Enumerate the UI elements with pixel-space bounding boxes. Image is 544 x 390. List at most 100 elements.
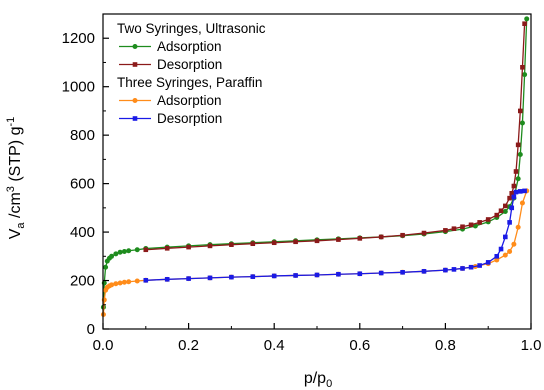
data-point bbox=[143, 247, 149, 253]
data-point bbox=[460, 266, 465, 271]
plot-area bbox=[100, 16, 530, 317]
data-point bbox=[126, 279, 132, 285]
data-point bbox=[519, 120, 525, 126]
data-point bbox=[186, 244, 191, 250]
data-point bbox=[121, 248, 127, 254]
data-point bbox=[511, 194, 517, 200]
data-point bbox=[468, 222, 474, 228]
data-point bbox=[378, 270, 384, 276]
data-point bbox=[134, 278, 140, 284]
legend-entry-label: Adsorption bbox=[157, 93, 222, 108]
data-point bbox=[502, 252, 508, 258]
data-point bbox=[207, 243, 213, 249]
legend-group-title: Two Syringes, Ultrasonic bbox=[117, 21, 266, 36]
data-point bbox=[250, 241, 256, 247]
data-point bbox=[336, 237, 341, 242]
data-point bbox=[485, 260, 491, 265]
y-axis-title: Va /cm3 (STP) g-1 bbox=[5, 117, 27, 239]
data-point bbox=[207, 275, 213, 281]
data-point bbox=[507, 220, 512, 225]
data-point bbox=[421, 230, 427, 236]
x-axis-title: p/p0 bbox=[304, 370, 332, 390]
y-tick-label: 1000 bbox=[62, 79, 95, 96]
data-point bbox=[143, 277, 149, 283]
series-1 bbox=[143, 21, 527, 253]
y-tick-label: 800 bbox=[70, 127, 95, 144]
data-point bbox=[522, 21, 527, 26]
data-point bbox=[485, 217, 491, 222]
data-point bbox=[271, 240, 277, 246]
x-tick-label: 0.0 bbox=[93, 337, 114, 354]
data-point bbox=[503, 203, 508, 209]
data-point bbox=[477, 263, 482, 268]
data-point bbox=[400, 232, 405, 238]
y-tick-label: 0 bbox=[87, 321, 95, 338]
data-point bbox=[164, 246, 170, 251]
data-point bbox=[494, 257, 500, 263]
data-point bbox=[109, 282, 115, 288]
data-point bbox=[451, 226, 457, 231]
data-point bbox=[520, 65, 525, 70]
x-tick-label: 0.6 bbox=[349, 337, 370, 354]
legend-entry-label: Desorption bbox=[157, 57, 222, 72]
x-tick-label: 0.4 bbox=[264, 337, 285, 354]
data-point bbox=[293, 239, 298, 245]
data-point bbox=[498, 246, 504, 252]
data-point bbox=[109, 253, 115, 259]
legend-swatch-marker bbox=[132, 44, 138, 49]
data-point bbox=[494, 254, 500, 259]
data-point bbox=[117, 280, 123, 286]
data-point bbox=[451, 267, 457, 272]
data-point bbox=[250, 274, 256, 279]
x-tick-label: 1.0 bbox=[521, 337, 542, 354]
data-point bbox=[517, 152, 523, 158]
data-point bbox=[357, 271, 363, 277]
series-3 bbox=[143, 188, 527, 283]
data-point bbox=[443, 228, 448, 233]
data-point bbox=[509, 191, 515, 196]
data-point bbox=[186, 276, 191, 281]
data-point bbox=[443, 267, 448, 273]
data-point bbox=[518, 189, 523, 194]
legend-swatch-marker bbox=[132, 62, 138, 67]
data-point bbox=[511, 183, 517, 189]
data-point bbox=[400, 270, 405, 275]
data-point bbox=[519, 200, 525, 206]
data-point bbox=[271, 273, 277, 279]
data-point bbox=[513, 189, 519, 195]
data-point bbox=[336, 271, 341, 277]
y-tick-label: 200 bbox=[70, 273, 95, 290]
data-point bbox=[498, 208, 504, 214]
legend-group-title: Three Syringes, Paraffin bbox=[117, 75, 262, 90]
data-point bbox=[468, 264, 474, 270]
data-point bbox=[113, 251, 119, 257]
data-point bbox=[378, 234, 384, 240]
data-point bbox=[460, 224, 465, 230]
data-point bbox=[126, 248, 132, 254]
data-point bbox=[229, 242, 234, 247]
data-point bbox=[134, 247, 140, 253]
data-point bbox=[522, 188, 527, 194]
data-point bbox=[103, 264, 109, 270]
series-2 bbox=[100, 188, 530, 317]
data-point bbox=[503, 234, 508, 240]
data-point bbox=[511, 241, 517, 247]
data-point bbox=[494, 212, 500, 218]
x-tick-label: 0.2 bbox=[178, 337, 199, 354]
legend-swatch-marker bbox=[132, 116, 138, 121]
legend-swatch-marker bbox=[132, 98, 138, 103]
data-point bbox=[229, 274, 234, 280]
data-point bbox=[515, 142, 521, 148]
data-point bbox=[509, 205, 515, 211]
data-point bbox=[513, 169, 519, 174]
data-point bbox=[421, 269, 427, 274]
axes: 0.0 0.2 0.4 0.6 0.8 1.0 0 200 400 600 800 1000 1200 bbox=[62, 13, 542, 354]
y-tick-label: 400 bbox=[70, 224, 95, 241]
data-point bbox=[477, 220, 482, 225]
data-point bbox=[502, 208, 508, 214]
data-point bbox=[522, 72, 528, 78]
data-point bbox=[117, 249, 123, 255]
y-tick-label: 600 bbox=[70, 176, 95, 193]
legend-entry-label: Adsorption bbox=[157, 39, 222, 54]
legend-entry-label: Desorption bbox=[157, 111, 222, 126]
